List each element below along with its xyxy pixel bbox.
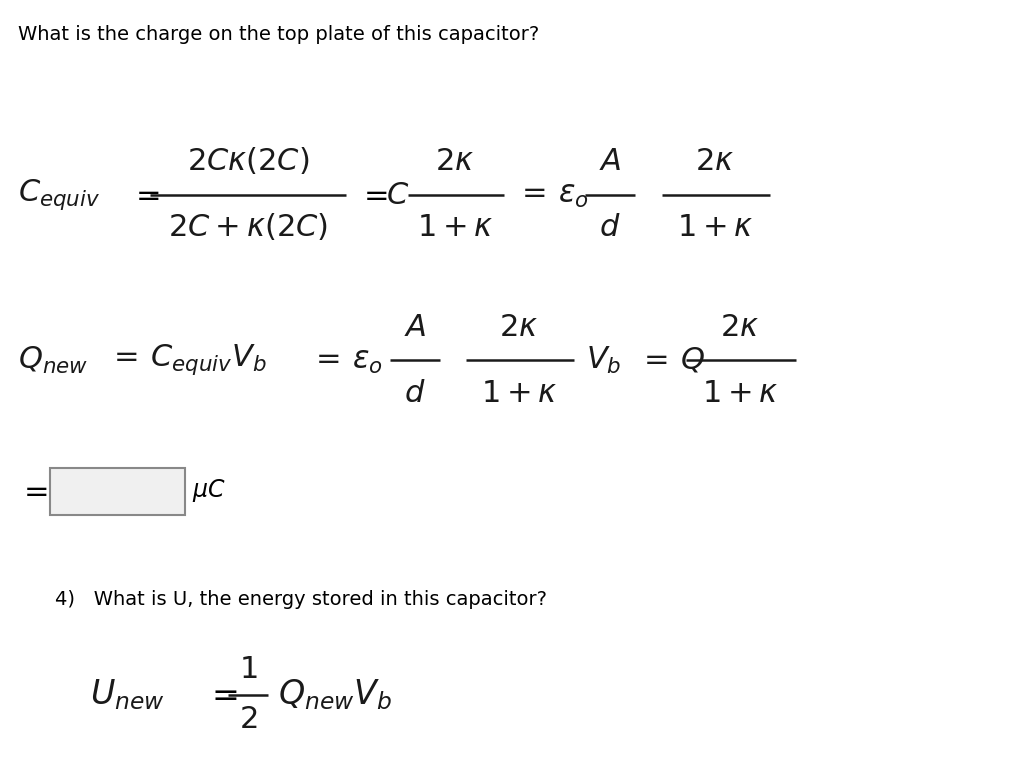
Text: What is the charge on the top plate of this capacitor?: What is the charge on the top plate of t… — [18, 25, 540, 44]
Text: $=\,\varepsilon_o$: $=\,\varepsilon_o$ — [310, 345, 383, 376]
Text: $\mathit{V}_b$: $\mathit{V}_b$ — [586, 345, 622, 376]
Text: $\mathit{2\kappa}$: $\mathit{2\kappa}$ — [720, 311, 760, 342]
Text: $=\,\varepsilon_o$: $=\,\varepsilon_o$ — [516, 179, 589, 210]
Text: $\mathit{2\kappa}$: $\mathit{2\kappa}$ — [500, 311, 539, 342]
Text: $\mathit{1+\kappa}$: $\mathit{1+\kappa}$ — [701, 377, 778, 408]
Text: $\mathit{d}$: $\mathit{d}$ — [599, 213, 621, 244]
Text: $\mathit{C}$: $\mathit{C}$ — [386, 179, 410, 210]
Text: $1$: $1$ — [239, 654, 257, 685]
Text: $\mathit{Q}_{new}\mathit{V}_b$: $\mathit{Q}_{new}\mathit{V}_b$ — [278, 678, 392, 713]
Text: $=$: $=$ — [358, 179, 388, 210]
Bar — [50, 468, 185, 515]
Text: $=\,\mathit{C}_{equiv}\mathit{V}_b$: $=\,\mathit{C}_{equiv}\mathit{V}_b$ — [108, 342, 266, 377]
Text: $\mathit{1+\kappa}$: $\mathit{1+\kappa}$ — [480, 377, 557, 408]
Text: $\mathit{A}$: $\mathit{A}$ — [403, 311, 426, 342]
Text: $=\,\mathit{Q}$: $=\,\mathit{Q}$ — [638, 345, 706, 376]
Text: 4)   What is U, the energy stored in this capacitor?: 4) What is U, the energy stored in this … — [55, 590, 547, 609]
Text: $\mathit{d}$: $\mathit{d}$ — [404, 377, 426, 408]
Text: $2$: $2$ — [239, 704, 257, 735]
Text: $\mathit{1+\kappa}$: $\mathit{1+\kappa}$ — [417, 213, 494, 244]
Text: $\mathit{2C\kappa(2C)}$: $\mathit{2C\kappa(2C)}$ — [186, 146, 309, 178]
Text: $\mathit{C}_{equiv}$: $\mathit{C}_{equiv}$ — [18, 178, 100, 213]
Text: $\mathit{U}_{new}$: $\mathit{U}_{new}$ — [90, 678, 165, 713]
Text: $\mathit{A}$: $\mathit{A}$ — [599, 146, 622, 178]
Text: $=$: $=$ — [130, 179, 161, 210]
Text: $\mathit{2\kappa}$: $\mathit{2\kappa}$ — [695, 146, 734, 178]
Text: $\mathit{2\kappa}$: $\mathit{2\kappa}$ — [435, 146, 474, 178]
Text: $=$: $=$ — [205, 679, 238, 711]
Text: $\mathit{2C+\kappa(2C)}$: $\mathit{2C+\kappa(2C)}$ — [168, 213, 328, 244]
Text: $=$: $=$ — [18, 474, 48, 505]
Text: $\mu C$: $\mu C$ — [193, 477, 225, 503]
Text: $\mathit{Q}_{new}$: $\mathit{Q}_{new}$ — [18, 345, 88, 376]
Text: $\mathit{1+\kappa}$: $\mathit{1+\kappa}$ — [677, 213, 754, 244]
